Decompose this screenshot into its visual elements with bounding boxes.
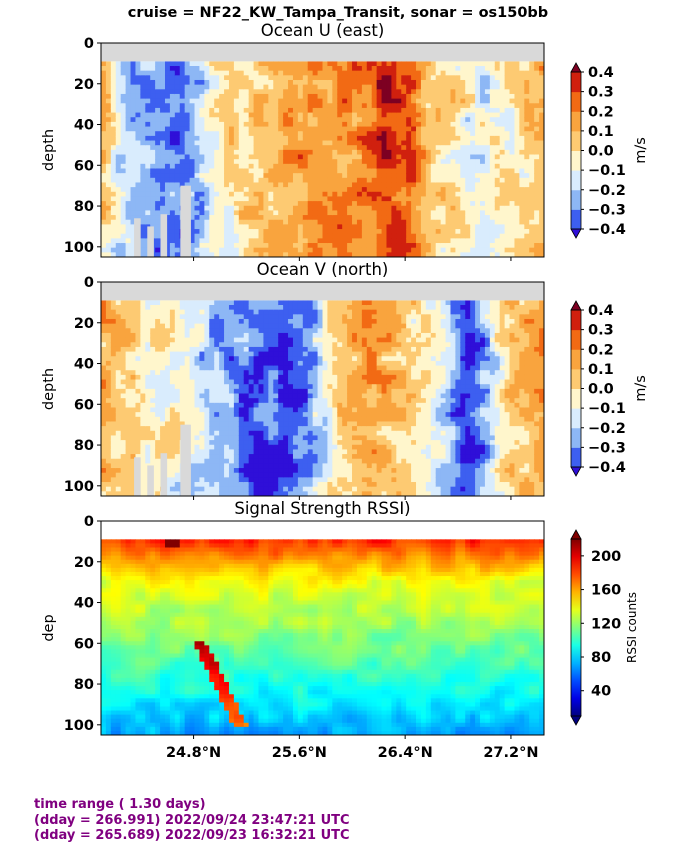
y-tick-label: 80 bbox=[74, 199, 94, 215]
colorbar-tick-label: 80 bbox=[591, 650, 611, 666]
y-tick-label: 60 bbox=[74, 158, 94, 174]
colorbar-tick-label: 0.1 bbox=[588, 362, 614, 378]
heatmap-field bbox=[101, 282, 544, 496]
start-time-line: (dday = 265.689) 2022/09/23 16:32:21 UTC bbox=[34, 828, 350, 843]
colorbar-tick-label: −0.1 bbox=[588, 163, 626, 179]
panel-2: 0 20 40 60 80 100 Ocean V (north) depth −0.4 −0.3… bbox=[41, 260, 649, 500]
y-tick-label: 40 bbox=[74, 118, 94, 134]
end-time-line: (dday = 266.991) 2022/09/24 23:47:21 UTC bbox=[34, 812, 350, 828]
colorbar-tick-label: 40 bbox=[591, 684, 611, 700]
y-tick-label: 20 bbox=[74, 555, 94, 571]
colorbar-tick-label: 120 bbox=[591, 616, 621, 632]
colorbar-tick-label: 0.4 bbox=[588, 303, 614, 319]
y-tick-label: 100 bbox=[64, 718, 94, 734]
colorbar-tick-label: 0.3 bbox=[588, 323, 614, 339]
colorbar-tick-label: 0.4 bbox=[588, 65, 614, 81]
axes-frame bbox=[100, 281, 545, 497]
axes-frame bbox=[100, 42, 545, 258]
figure-suptitle: cruise = NF22_KW_Tampa_Transit, sonar = … bbox=[128, 5, 548, 21]
colorbar-label: m/s bbox=[633, 137, 649, 164]
colorbar-label: RSSI counts bbox=[625, 592, 639, 663]
colorbar-tick-label: 160 bbox=[591, 583, 621, 599]
colorbar-tick-label: −0.1 bbox=[588, 401, 626, 417]
y-tick-label: 80 bbox=[74, 438, 94, 454]
colorbar-tick-label: −0.4 bbox=[588, 222, 626, 238]
heatmap-field bbox=[101, 521, 544, 735]
y-tick-label: 60 bbox=[74, 636, 94, 652]
x-tick-label: 26.4°N bbox=[378, 745, 433, 761]
y-tick-label: 40 bbox=[74, 357, 94, 373]
colorbar-tick-label: −0.3 bbox=[588, 202, 626, 218]
colorbar-tick-label: −0.2 bbox=[588, 183, 626, 199]
y-axis-label: depth bbox=[41, 129, 57, 171]
colorbar-tick-label: 0.0 bbox=[588, 144, 614, 160]
heatmap-field bbox=[101, 43, 544, 257]
panel-title: Signal Strength RSSI) bbox=[234, 499, 410, 518]
colorbar-tick-label: 0.0 bbox=[588, 382, 614, 398]
colorbar-tick-label: −0.4 bbox=[588, 460, 626, 476]
colorbar-tick-label: 0.2 bbox=[588, 342, 614, 358]
y-axis-label: dep bbox=[41, 614, 57, 641]
colorbar: −0.4 −0.3 −0.2 −0.1 0.0 0.1 0.2 0.3 0.4 m/s bbox=[570, 300, 649, 477]
colorbar: −0.4 −0.3 −0.2 −0.1 0.0 0.1 0.2 0.3 0.4 m/s bbox=[570, 62, 649, 239]
colorbar-label: m/s bbox=[633, 375, 649, 402]
colorbar-tick-label: 200 bbox=[591, 549, 621, 565]
y-tick-label: 40 bbox=[74, 596, 94, 612]
colorbar-tick-label: 0.1 bbox=[588, 124, 614, 140]
y-tick-label: 0 bbox=[84, 36, 94, 52]
colorbar-tick-label: −0.2 bbox=[588, 421, 626, 437]
colorbar-tick-label: −0.3 bbox=[588, 440, 626, 456]
y-tick-label: 100 bbox=[64, 479, 94, 495]
time-range-footer: time range ( 1.30 days) (dday = 266.991)… bbox=[34, 797, 350, 844]
axes-frame bbox=[100, 520, 545, 736]
panel-title: Ocean V (north) bbox=[257, 260, 389, 279]
panel-3: 0 20 40 60 80 100 24.8°N 25.6°N 26.4°N 27.2°N Sign… bbox=[41, 499, 639, 761]
x-tick-label: 25.6°N bbox=[272, 745, 327, 761]
y-tick-label: 60 bbox=[74, 397, 94, 413]
y-tick-label: 0 bbox=[84, 514, 94, 530]
x-tick-label: 27.2°N bbox=[483, 745, 538, 761]
y-tick-label: 80 bbox=[74, 677, 94, 693]
colorbar: 40 80 120 160 200 RSSI counts bbox=[570, 529, 639, 726]
y-tick-label: 20 bbox=[74, 316, 94, 332]
colorbar-tick-label: 0.3 bbox=[588, 85, 614, 101]
x-tick-label: 24.8°N bbox=[166, 745, 221, 761]
time-range-line: time range ( 1.30 days) bbox=[34, 797, 206, 812]
y-axis-label: depth bbox=[41, 368, 57, 410]
colorbar-tick-label: 0.2 bbox=[588, 104, 614, 120]
y-tick-label: 20 bbox=[74, 77, 94, 93]
y-tick-label: 100 bbox=[64, 240, 94, 256]
y-tick-label: 0 bbox=[84, 275, 94, 291]
panel-title: Ocean U (east) bbox=[261, 21, 385, 40]
